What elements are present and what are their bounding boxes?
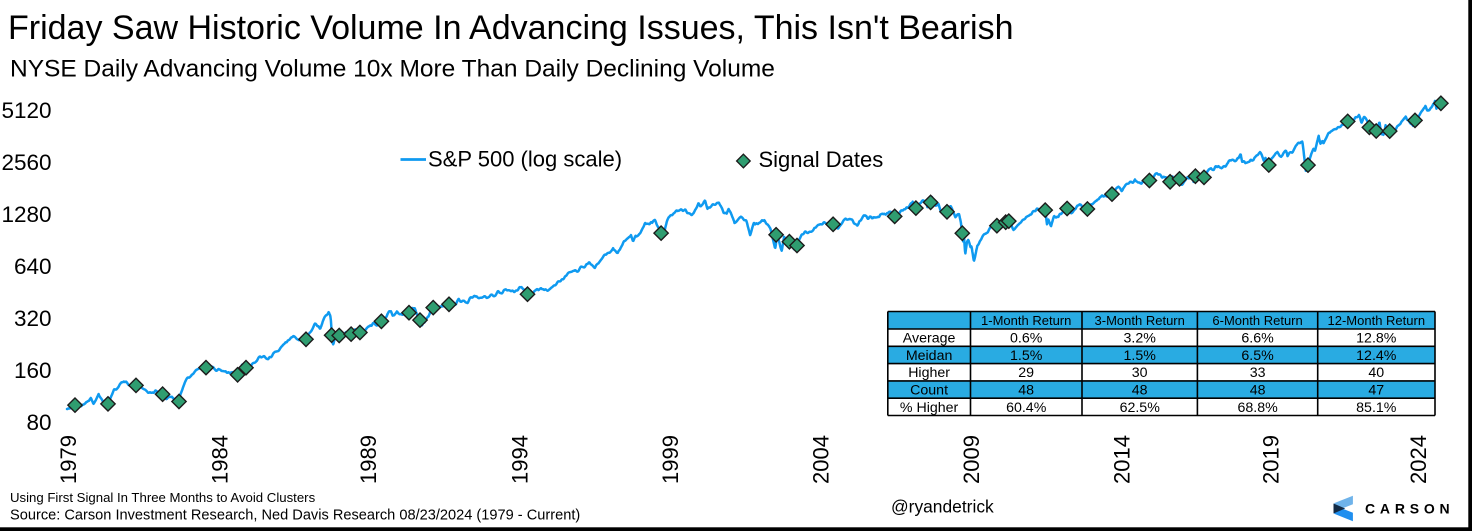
svg-text:1999: 1999 xyxy=(658,435,683,484)
svg-text:48: 48 xyxy=(1018,383,1034,399)
svg-text:Signal Dates: Signal Dates xyxy=(759,147,884,172)
svg-text:6.5%: 6.5% xyxy=(1241,348,1274,364)
svg-text:1994: 1994 xyxy=(508,435,533,484)
svg-text:CARSON: CARSON xyxy=(1365,501,1454,517)
svg-text:2004: 2004 xyxy=(809,435,834,484)
svg-text:1-Month Return: 1-Month Return xyxy=(981,313,1071,328)
svg-text:47: 47 xyxy=(1368,383,1384,399)
svg-text:29: 29 xyxy=(1018,365,1034,381)
svg-text:% Higher: % Higher xyxy=(900,400,959,416)
svg-text:62.5%: 62.5% xyxy=(1120,400,1161,416)
svg-text:320: 320 xyxy=(14,306,52,331)
svg-text:48: 48 xyxy=(1250,383,1266,399)
svg-text:40: 40 xyxy=(1368,365,1384,381)
svg-text:Count: Count xyxy=(910,383,948,399)
svg-text:30: 30 xyxy=(1132,365,1148,381)
svg-text:Friday Saw Historic Volume In: Friday Saw Historic Volume In Advancing … xyxy=(8,9,1014,47)
svg-text:1979: 1979 xyxy=(56,435,81,484)
svg-text:2014: 2014 xyxy=(1110,435,1135,484)
svg-text:2009: 2009 xyxy=(959,435,984,484)
svg-text:33: 33 xyxy=(1250,365,1266,381)
svg-text:80: 80 xyxy=(26,410,51,435)
svg-text:640: 640 xyxy=(14,254,52,279)
svg-text:1.5%: 1.5% xyxy=(1124,348,1157,364)
svg-text:12-Month Return: 12-Month Return xyxy=(1328,313,1426,328)
svg-text:3-Month Return: 3-Month Return xyxy=(1095,313,1185,328)
svg-text:1.5%: 1.5% xyxy=(1010,348,1043,364)
svg-text:12.8%: 12.8% xyxy=(1356,331,1397,347)
svg-text:6-Month Return: 6-Month Return xyxy=(1212,313,1302,328)
svg-text:2560: 2560 xyxy=(1,150,51,175)
svg-text:2019: 2019 xyxy=(1259,435,1284,484)
svg-text:Using First Signal In Three Mo: Using First Signal In Three Months to Av… xyxy=(10,490,316,505)
svg-text:S&P 500 (log scale): S&P 500 (log scale) xyxy=(428,147,622,172)
svg-text:Higher: Higher xyxy=(908,365,950,381)
svg-text:160: 160 xyxy=(14,358,52,383)
svg-text:1984: 1984 xyxy=(208,435,233,484)
svg-text:Source: Carson Investment Rese: Source: Carson Investment Research, Ned … xyxy=(10,508,580,524)
svg-text:0.6%: 0.6% xyxy=(1010,331,1043,347)
svg-text:5120: 5120 xyxy=(1,98,51,123)
svg-text:2024: 2024 xyxy=(1406,435,1431,484)
svg-text:1280: 1280 xyxy=(1,202,51,227)
svg-text:6.6%: 6.6% xyxy=(1241,331,1274,347)
svg-text:12.4%: 12.4% xyxy=(1356,348,1397,364)
svg-text:Average: Average xyxy=(903,331,956,347)
svg-text:1989: 1989 xyxy=(356,435,381,484)
svg-text:48: 48 xyxy=(1132,383,1148,399)
svg-text:Meidan: Meidan xyxy=(906,348,953,364)
svg-text:NYSE Daily Advancing Volume 10: NYSE Daily Advancing Volume 10x More Tha… xyxy=(10,56,775,83)
svg-text:3.2%: 3.2% xyxy=(1124,331,1157,347)
svg-text:@ryandetrick: @ryandetrick xyxy=(891,497,994,517)
svg-text:85.1%: 85.1% xyxy=(1356,400,1397,416)
svg-text:60.4%: 60.4% xyxy=(1006,400,1047,416)
svg-text:68.8%: 68.8% xyxy=(1237,400,1278,416)
